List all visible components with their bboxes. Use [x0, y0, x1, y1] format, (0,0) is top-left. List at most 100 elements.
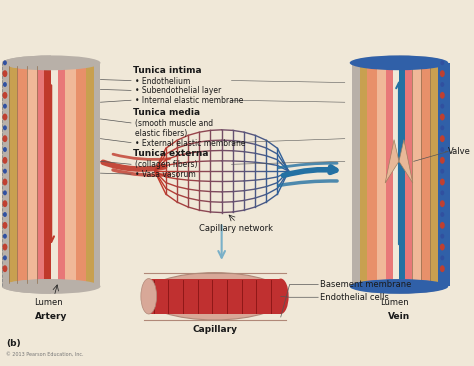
Text: • Subendothelial layer: • Subendothelial layer: [135, 86, 221, 96]
Text: (smooth muscle and: (smooth muscle and: [135, 119, 213, 128]
Ellipse shape: [360, 57, 438, 69]
Text: (collagen fibers): (collagen fibers): [135, 160, 198, 169]
Ellipse shape: [440, 244, 445, 250]
Ellipse shape: [386, 60, 412, 65]
Ellipse shape: [141, 279, 156, 314]
Ellipse shape: [393, 284, 405, 289]
Bar: [386, 63, 412, 287]
Ellipse shape: [440, 255, 444, 260]
Ellipse shape: [367, 58, 430, 68]
Text: • Internal elastic membrane: • Internal elastic membrane: [135, 96, 243, 105]
Ellipse shape: [9, 280, 93, 293]
Ellipse shape: [27, 283, 76, 290]
Bar: [438, 63, 450, 287]
Ellipse shape: [3, 126, 7, 130]
Text: Valve: Valve: [448, 147, 471, 156]
Bar: [377, 63, 420, 287]
Ellipse shape: [3, 82, 7, 87]
Ellipse shape: [27, 59, 76, 67]
Bar: [37, 63, 65, 287]
Ellipse shape: [386, 284, 412, 289]
Ellipse shape: [37, 60, 65, 65]
Bar: [51, 43, 110, 306]
Bar: [45, 63, 58, 287]
Ellipse shape: [2, 135, 8, 142]
Ellipse shape: [440, 222, 445, 229]
Ellipse shape: [386, 284, 412, 289]
Ellipse shape: [45, 284, 58, 289]
Text: Vein: Vein: [388, 312, 410, 321]
Ellipse shape: [17, 58, 86, 68]
Ellipse shape: [360, 57, 438, 69]
Ellipse shape: [440, 92, 445, 99]
Ellipse shape: [3, 212, 7, 217]
FancyArrowPatch shape: [279, 181, 337, 186]
Ellipse shape: [2, 244, 8, 250]
Text: © 2013 Pearson Education, Inc.: © 2013 Pearson Education, Inc.: [6, 351, 83, 356]
Ellipse shape: [440, 70, 445, 77]
Ellipse shape: [37, 284, 65, 289]
Ellipse shape: [440, 82, 444, 87]
Ellipse shape: [377, 283, 420, 290]
FancyArrowPatch shape: [279, 163, 337, 168]
Ellipse shape: [440, 212, 444, 217]
Ellipse shape: [440, 104, 444, 109]
Ellipse shape: [2, 222, 8, 229]
Ellipse shape: [3, 147, 7, 152]
Ellipse shape: [393, 60, 405, 65]
Ellipse shape: [2, 92, 8, 99]
Ellipse shape: [440, 60, 444, 65]
Bar: [27, 63, 76, 287]
Text: Lumen: Lumen: [380, 298, 409, 307]
Bar: [17, 63, 86, 287]
Ellipse shape: [386, 60, 412, 65]
Ellipse shape: [440, 157, 445, 164]
Ellipse shape: [17, 58, 86, 68]
Ellipse shape: [352, 279, 446, 294]
FancyArrowPatch shape: [283, 167, 336, 175]
Ellipse shape: [37, 60, 65, 65]
Bar: [58, 63, 65, 287]
Ellipse shape: [3, 169, 7, 173]
Bar: [76, 63, 86, 287]
Ellipse shape: [440, 147, 444, 152]
Bar: [149, 279, 281, 314]
Ellipse shape: [45, 60, 58, 65]
Text: Tunica media: Tunica media: [133, 108, 200, 117]
Polygon shape: [399, 140, 413, 183]
Ellipse shape: [9, 56, 93, 69]
Text: Lumen: Lumen: [34, 298, 63, 307]
Ellipse shape: [2, 200, 8, 207]
Ellipse shape: [350, 55, 448, 70]
Ellipse shape: [3, 190, 7, 195]
Ellipse shape: [3, 60, 7, 65]
Text: Capillary: Capillary: [192, 325, 237, 334]
Ellipse shape: [352, 279, 446, 294]
Ellipse shape: [27, 59, 76, 67]
Text: (b): (b): [6, 339, 20, 348]
Ellipse shape: [367, 282, 430, 291]
Ellipse shape: [2, 265, 8, 272]
Ellipse shape: [360, 280, 438, 292]
Ellipse shape: [273, 279, 289, 314]
Ellipse shape: [144, 273, 286, 320]
Ellipse shape: [27, 283, 76, 290]
FancyArrowPatch shape: [103, 162, 165, 169]
Bar: [377, 63, 386, 287]
Ellipse shape: [377, 60, 420, 66]
Ellipse shape: [3, 234, 7, 239]
Bar: [2, 63, 100, 287]
Ellipse shape: [2, 279, 100, 294]
Ellipse shape: [352, 56, 446, 70]
Bar: [9, 63, 93, 287]
Bar: [367, 63, 430, 287]
Ellipse shape: [440, 234, 444, 239]
Ellipse shape: [2, 157, 8, 164]
Bar: [340, 43, 399, 306]
Bar: [360, 63, 438, 287]
Bar: [367, 63, 377, 287]
Text: • Vasa vasorum: • Vasa vasorum: [135, 170, 196, 179]
Bar: [386, 63, 393, 287]
Ellipse shape: [2, 113, 8, 120]
Ellipse shape: [377, 283, 420, 290]
